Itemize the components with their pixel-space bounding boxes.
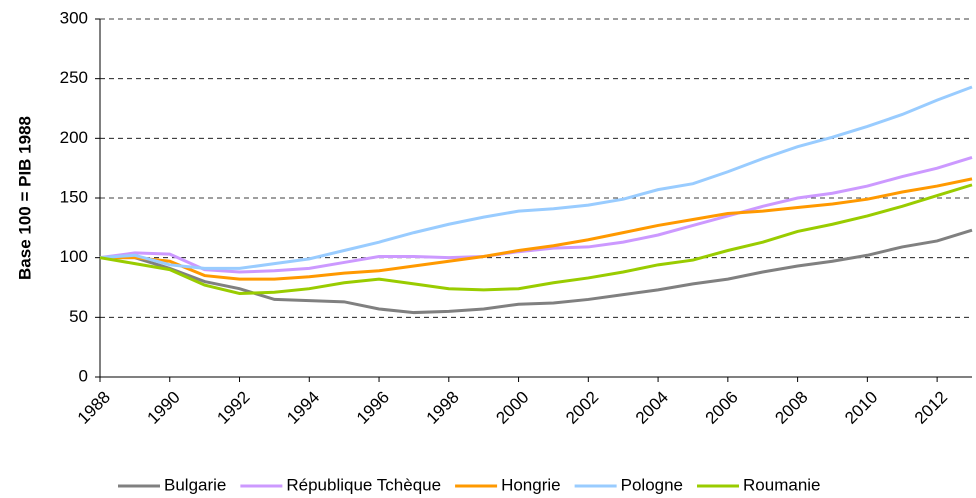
x-tick-label: 2010 (841, 388, 881, 428)
legend: Bulgarie République Tchèque Hongrie Pologne… (118, 475, 821, 494)
x-tick-label: 2006 (702, 388, 742, 428)
legend-label: République Tchèque (286, 475, 441, 494)
series-line (100, 177, 973, 281)
x-tick-label: 2008 (771, 388, 811, 428)
x-tick-label: 1992 (213, 388, 253, 428)
x-tick-label: 1988 (74, 388, 114, 428)
legend-label: Roumanie (743, 475, 821, 494)
x-tick-label: 1990 (144, 388, 184, 428)
y-tick-label: 50 (69, 307, 88, 326)
x-tick-label: 2012 (911, 388, 951, 428)
y-tick-label: 150 (60, 187, 88, 206)
legend-label: Pologne (621, 475, 683, 494)
y-tick-label: 300 (60, 8, 88, 27)
y-tick-label: 0 (79, 366, 88, 385)
series-line (99, 155, 973, 274)
y-tick-label: 200 (60, 128, 88, 147)
x-tick-label: 1998 (423, 388, 463, 428)
x-tick-label: 2000 (492, 388, 532, 428)
x-tick-label: 2002 (562, 388, 602, 428)
x-tick-label: 1994 (283, 388, 323, 428)
legend-label: Bulgarie (164, 475, 226, 494)
series-line (99, 183, 973, 295)
legend-label: Hongrie (501, 475, 561, 494)
x-tick-label: 1996 (353, 388, 393, 428)
y-tick-label: 250 (60, 68, 88, 87)
y-tick-label: 100 (60, 247, 88, 266)
x-tick-label: 2004 (632, 388, 672, 428)
series-line (99, 85, 973, 270)
series-line (100, 228, 973, 315)
y-axis-label: Base 100 = PIB 1988 (15, 116, 34, 280)
